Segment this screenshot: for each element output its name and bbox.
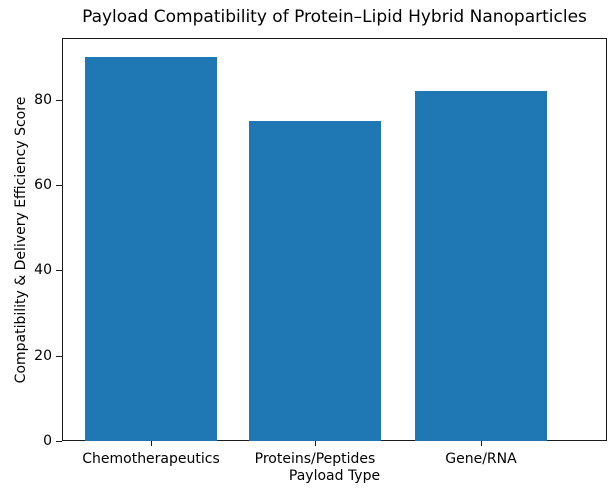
chart-title: Payload Compatibility of Protein–Lipid H…	[82, 7, 587, 27]
y-tick-label-40: 40	[34, 262, 52, 278]
x-tick-mark-proteins-peptides	[315, 441, 316, 446]
y-tick-mark-40	[56, 270, 62, 271]
y-tick-mark-60	[56, 185, 62, 186]
x-tick-mark-gene-rna	[481, 441, 482, 446]
x-axis-label: Payload Type	[288, 468, 381, 484]
y-tick-label-60: 60	[34, 177, 52, 193]
x-tick-label-gene-rna: Gene/RNA	[445, 451, 517, 467]
y-tick-label-0: 0	[43, 433, 52, 449]
x-tick-mark-chemotherapeutics	[151, 441, 152, 446]
y-tick-label-80: 80	[34, 92, 52, 108]
y-tick-label-20: 20	[34, 348, 52, 364]
y-tick-mark-0	[56, 441, 62, 442]
x-tick-label-chemotherapeutics: Chemotherapeutics	[82, 451, 220, 467]
y-tick-mark-20	[56, 356, 62, 357]
y-tick-mark-80	[56, 100, 62, 101]
bar-gene-rna	[415, 91, 547, 441]
x-tick-label-proteins-peptides: Proteins/Peptides	[254, 451, 376, 467]
bar-proteins-peptides	[249, 121, 381, 441]
y-axis-label: Compatibility & Delivery Efficiency Scor…	[13, 96, 29, 384]
bar-chemotherapeutics	[85, 57, 217, 441]
